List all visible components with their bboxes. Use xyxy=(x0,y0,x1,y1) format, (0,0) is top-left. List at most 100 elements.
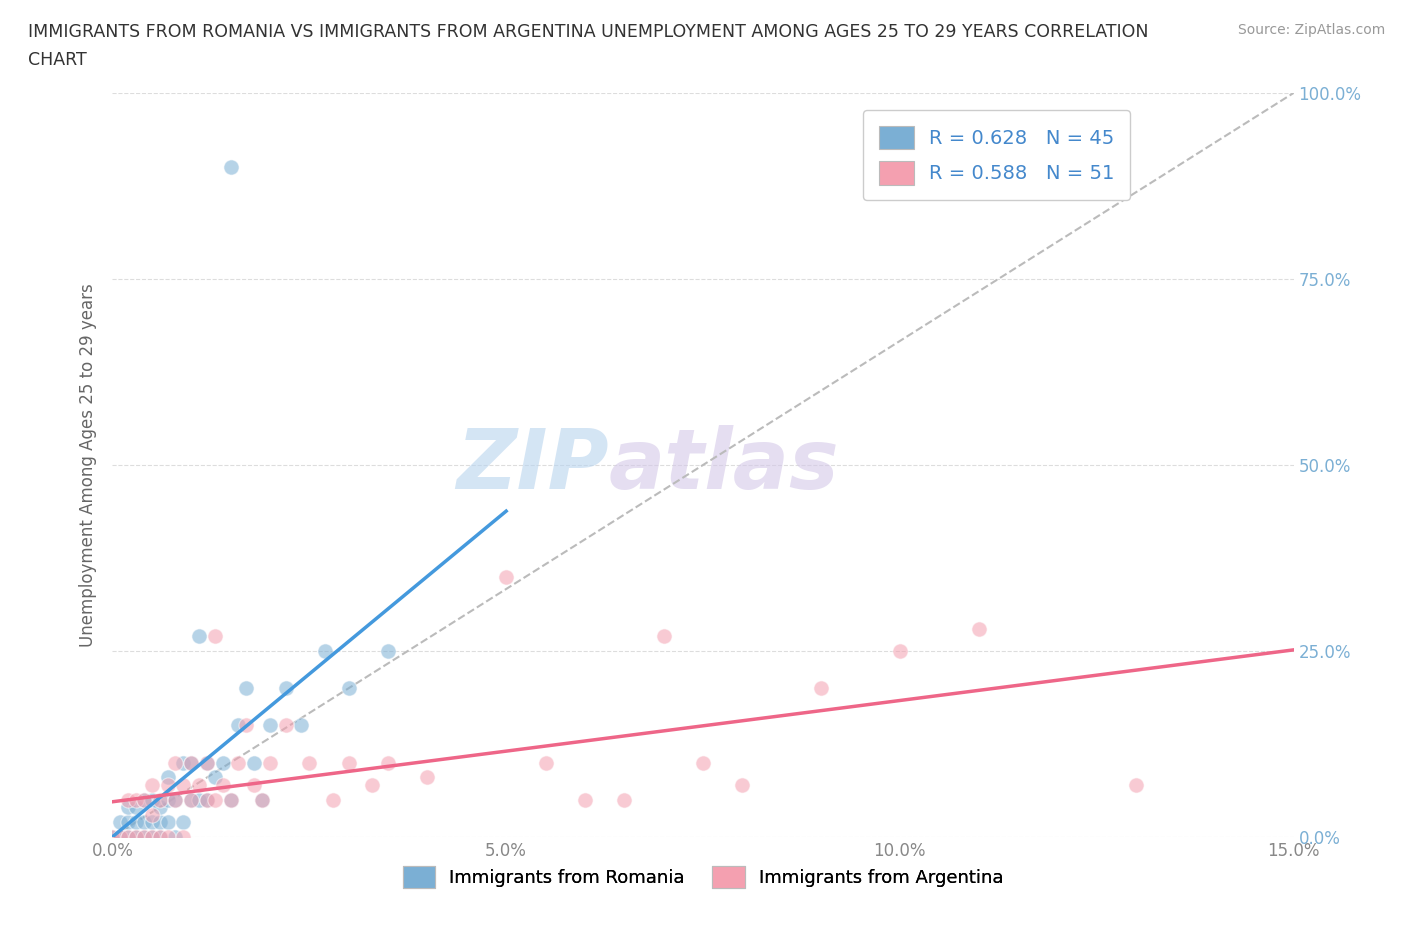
Point xyxy=(117,815,139,830)
Point xyxy=(165,830,187,844)
Point xyxy=(156,770,179,785)
Point xyxy=(211,777,233,792)
Point xyxy=(259,755,281,770)
Point xyxy=(298,755,321,770)
Point xyxy=(243,777,266,792)
Point xyxy=(1125,777,1147,792)
Point xyxy=(188,629,211,644)
Text: atlas: atlas xyxy=(609,424,839,506)
Point xyxy=(889,644,911,658)
Point xyxy=(101,830,124,844)
Point xyxy=(219,792,242,807)
Point xyxy=(132,815,155,830)
Point xyxy=(377,755,399,770)
Point xyxy=(534,755,557,770)
Point xyxy=(195,792,218,807)
Point xyxy=(132,792,155,807)
Point xyxy=(692,755,714,770)
Point xyxy=(172,777,194,792)
Point xyxy=(235,681,257,696)
Point xyxy=(652,629,675,644)
Point xyxy=(125,830,148,844)
Point xyxy=(117,830,139,844)
Point xyxy=(204,629,226,644)
Point xyxy=(132,830,155,844)
Point xyxy=(101,830,124,844)
Point xyxy=(117,830,139,844)
Point xyxy=(141,777,163,792)
Point xyxy=(141,815,163,830)
Point xyxy=(156,830,179,844)
Point xyxy=(180,792,202,807)
Point xyxy=(141,830,163,844)
Point xyxy=(180,755,202,770)
Point xyxy=(290,718,312,733)
Text: ZIP: ZIP xyxy=(456,424,609,506)
Y-axis label: Unemployment Among Ages 25 to 29 years: Unemployment Among Ages 25 to 29 years xyxy=(79,283,97,647)
Point xyxy=(110,830,132,844)
Point xyxy=(141,830,163,844)
Point xyxy=(156,777,179,792)
Point xyxy=(149,815,172,830)
Point xyxy=(204,770,226,785)
Point xyxy=(211,755,233,770)
Text: Source: ZipAtlas.com: Source: ZipAtlas.com xyxy=(1237,23,1385,37)
Point xyxy=(250,792,273,807)
Point xyxy=(322,792,344,807)
Point xyxy=(967,621,990,636)
Point xyxy=(219,160,242,175)
Point xyxy=(195,755,218,770)
Point xyxy=(259,718,281,733)
Point xyxy=(337,681,360,696)
Point xyxy=(125,792,148,807)
Point xyxy=(274,681,297,696)
Point xyxy=(228,718,250,733)
Point xyxy=(125,830,148,844)
Point xyxy=(188,792,211,807)
Point xyxy=(188,777,211,792)
Point xyxy=(810,681,832,696)
Point xyxy=(165,792,187,807)
Point xyxy=(149,792,172,807)
Point xyxy=(228,755,250,770)
Point xyxy=(132,792,155,807)
Point xyxy=(125,815,148,830)
Point xyxy=(110,830,132,844)
Point xyxy=(180,792,202,807)
Point xyxy=(613,792,636,807)
Point xyxy=(149,830,172,844)
Point xyxy=(172,815,194,830)
Point xyxy=(149,800,172,815)
Point xyxy=(156,815,179,830)
Point xyxy=(149,830,172,844)
Point xyxy=(195,792,218,807)
Point xyxy=(495,569,517,584)
Point xyxy=(180,755,202,770)
Point xyxy=(125,800,148,815)
Point xyxy=(165,792,187,807)
Point xyxy=(195,755,218,770)
Point xyxy=(165,755,187,770)
Point xyxy=(117,800,139,815)
Text: IMMIGRANTS FROM ROMANIA VS IMMIGRANTS FROM ARGENTINA UNEMPLOYMENT AMONG AGES 25 : IMMIGRANTS FROM ROMANIA VS IMMIGRANTS FR… xyxy=(28,23,1149,41)
Point xyxy=(337,755,360,770)
Point xyxy=(141,792,163,807)
Point xyxy=(219,792,242,807)
Point xyxy=(235,718,257,733)
Point xyxy=(172,755,194,770)
Point xyxy=(117,792,139,807)
Point xyxy=(574,792,596,807)
Point xyxy=(314,644,336,658)
Point xyxy=(731,777,754,792)
Point xyxy=(172,830,194,844)
Point xyxy=(274,718,297,733)
Point xyxy=(110,815,132,830)
Point xyxy=(141,807,163,822)
Point xyxy=(204,792,226,807)
Point xyxy=(243,755,266,770)
Legend: Immigrants from Romania, Immigrants from Argentina: Immigrants from Romania, Immigrants from… xyxy=(395,858,1011,895)
Point xyxy=(416,770,439,785)
Point xyxy=(361,777,384,792)
Text: CHART: CHART xyxy=(28,51,87,69)
Point xyxy=(156,792,179,807)
